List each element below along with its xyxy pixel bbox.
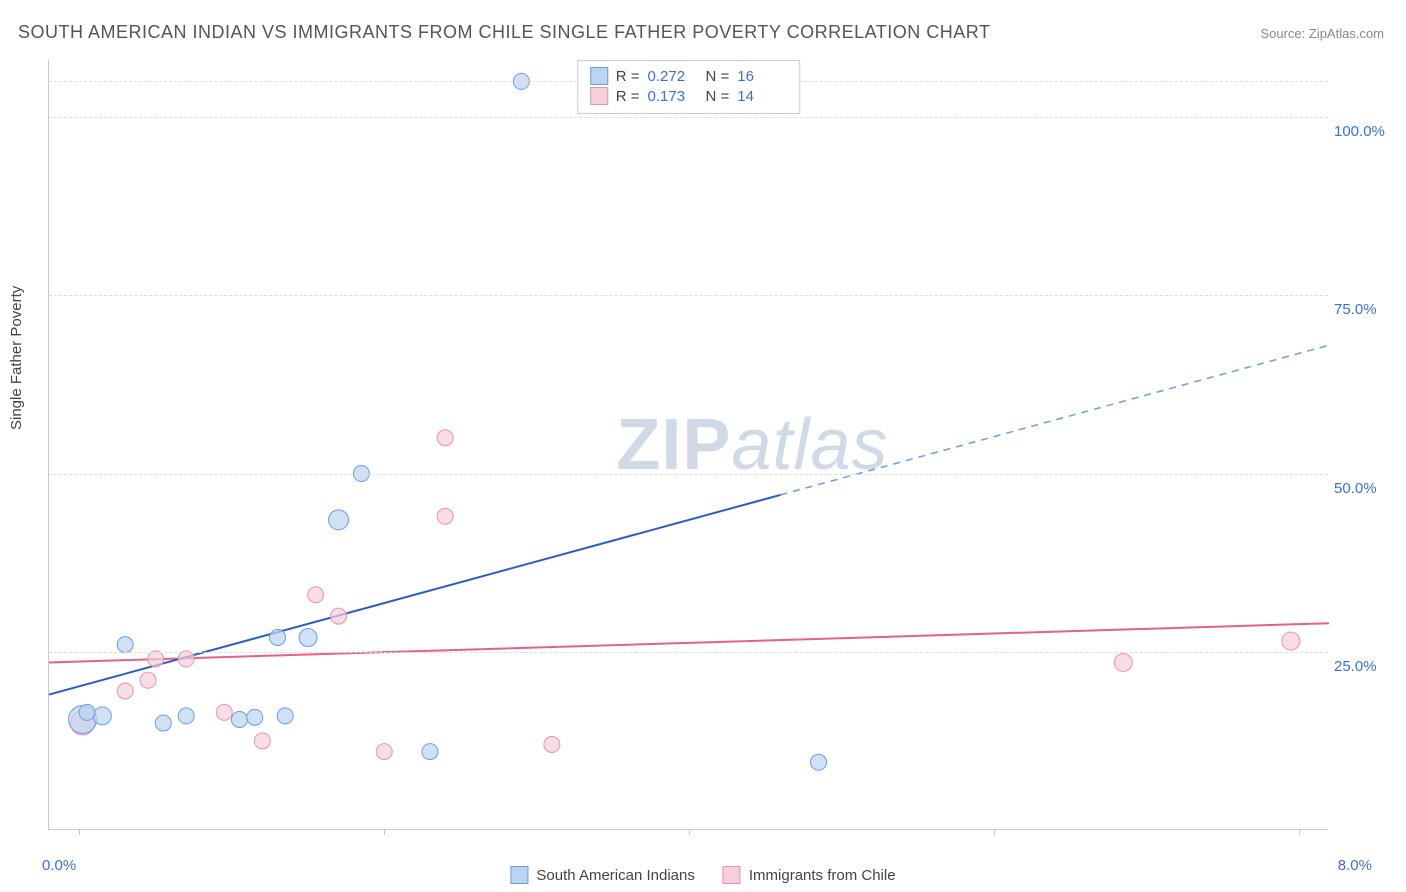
legend-stats-row: R = 0.272 N = 16 bbox=[590, 67, 788, 85]
y-tick-label: 50.0% bbox=[1334, 480, 1394, 497]
x-tick bbox=[384, 829, 385, 835]
legend-swatch-blue bbox=[510, 866, 528, 884]
gridline bbox=[49, 295, 1328, 296]
x-tick bbox=[994, 829, 995, 835]
gridline bbox=[49, 117, 1328, 118]
source-label: Source: ZipAtlas.com bbox=[1260, 26, 1384, 41]
y-tick-label: 25.0% bbox=[1334, 658, 1394, 675]
x-tick-label-min: 0.0% bbox=[42, 857, 76, 874]
n-label: N = bbox=[706, 68, 730, 85]
plot-area: ZIPatlas R = 0.272 N = 16 R = 0.173 N = … bbox=[48, 60, 1328, 830]
chart-title: SOUTH AMERICAN INDIAN VS IMMIGRANTS FROM… bbox=[18, 22, 990, 43]
legend-label: South American Indians bbox=[536, 867, 694, 884]
r-value: 0.272 bbox=[648, 68, 698, 85]
gridline bbox=[49, 474, 1328, 475]
legend-series: South American Indians Immigrants from C… bbox=[510, 866, 895, 884]
legend-swatch-pink bbox=[723, 866, 741, 884]
n-value: 16 bbox=[737, 68, 787, 85]
n-value: 14 bbox=[737, 88, 787, 105]
x-tick bbox=[79, 829, 80, 835]
n-label: N = bbox=[706, 88, 730, 105]
y-tick-label: 75.0% bbox=[1334, 301, 1394, 318]
r-label: R = bbox=[616, 88, 640, 105]
gridline bbox=[49, 652, 1328, 653]
legend-swatch-blue bbox=[590, 67, 608, 85]
r-value: 0.173 bbox=[648, 88, 698, 105]
legend-stats-row: R = 0.173 N = 14 bbox=[590, 87, 788, 105]
chart-svg bbox=[49, 60, 1328, 829]
y-axis-label: Single Father Poverty bbox=[8, 286, 25, 430]
legend-item: Immigrants from Chile bbox=[723, 866, 896, 884]
r-label: R = bbox=[616, 68, 640, 85]
legend-stats: R = 0.272 N = 16 R = 0.173 N = 14 bbox=[577, 60, 801, 114]
legend-label: Immigrants from Chile bbox=[749, 867, 896, 884]
legend-item: South American Indians bbox=[510, 866, 694, 884]
x-tick bbox=[689, 829, 690, 835]
x-tick-label-max: 8.0% bbox=[1338, 857, 1372, 874]
legend-swatch-pink bbox=[590, 87, 608, 105]
x-tick bbox=[1299, 829, 1300, 835]
y-tick-label: 100.0% bbox=[1334, 123, 1394, 140]
